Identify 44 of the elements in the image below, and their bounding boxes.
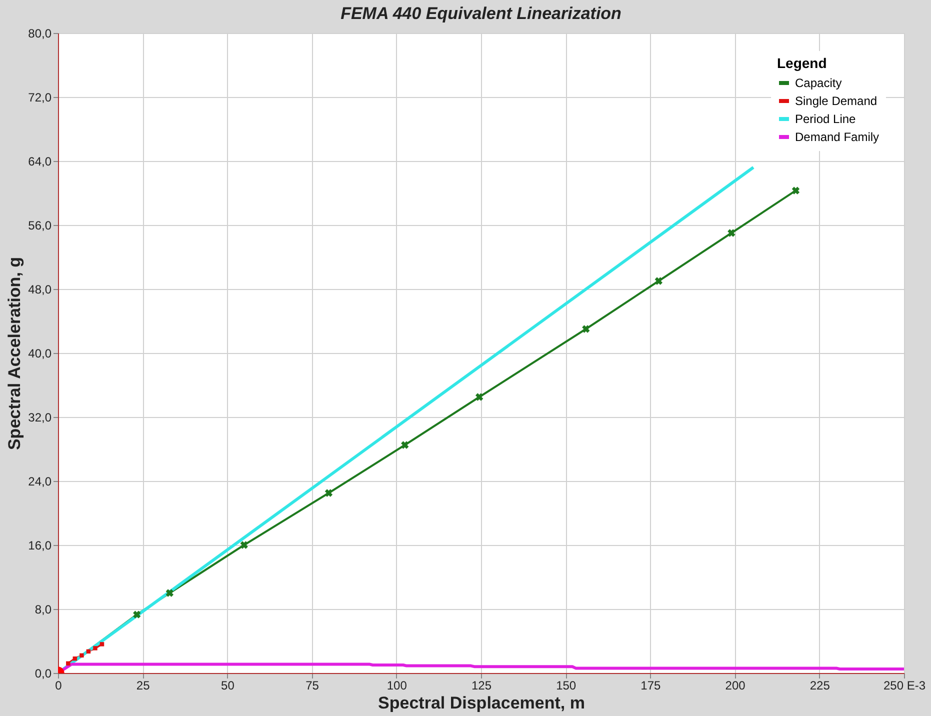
y-tick-label: 64,0: [28, 154, 52, 168]
point: [240, 541, 248, 549]
x-tick-label: 50: [221, 678, 235, 692]
point: [100, 642, 104, 646]
y-tick-label: 0,0: [34, 666, 52, 680]
point: [166, 589, 174, 597]
y-tick-label: 80,0: [28, 26, 52, 40]
point: [133, 610, 141, 618]
x-tick-label: 25: [136, 678, 150, 692]
x-tick-label: 150: [556, 678, 576, 692]
point: [792, 186, 800, 194]
x-tick-label: 0: [55, 678, 62, 692]
point: [654, 277, 662, 285]
point: [324, 489, 333, 497]
y-axis-title: Spectral Acceleration, g: [5, 256, 24, 450]
x-tick-label: 175: [640, 678, 662, 692]
legend-label: Capacity: [795, 76, 842, 90]
y-tick-label: 32,0: [28, 410, 52, 424]
y-tick-label: 56,0: [28, 218, 52, 232]
y-tick-label: 24,0: [28, 474, 52, 488]
point: [728, 229, 736, 237]
point: [401, 441, 409, 449]
y-tick-label: 72,0: [28, 90, 52, 104]
point: [93, 646, 98, 650]
legend-label: Demand Family: [795, 130, 880, 144]
x-tick-label: 125: [471, 678, 492, 692]
point: [80, 653, 84, 658]
x-tick-label: 225: [810, 678, 830, 692]
y-tick-label: 40,0: [28, 346, 52, 360]
point: [475, 393, 484, 401]
point: [582, 325, 590, 333]
chart-title: FEMA 440 Equivalent Linearization: [340, 4, 622, 23]
x-axis-title: Spectral Displacement, m: [378, 694, 585, 712]
y-tick-label: 16,0: [28, 538, 52, 552]
x-tick-label: 75: [306, 678, 320, 692]
x-tick-label: 100: [386, 678, 408, 692]
legend-label: Period Line: [795, 112, 856, 126]
point: [66, 661, 70, 666]
y-tick-label: 8,0: [34, 602, 52, 616]
legend-label: Single Demand: [795, 94, 878, 108]
legend-title: Legend: [777, 55, 827, 71]
x-tick-label: 250 E-3: [883, 678, 926, 692]
x-tick-label: 200: [725, 678, 746, 692]
y-tick-label: 48,0: [28, 282, 52, 296]
